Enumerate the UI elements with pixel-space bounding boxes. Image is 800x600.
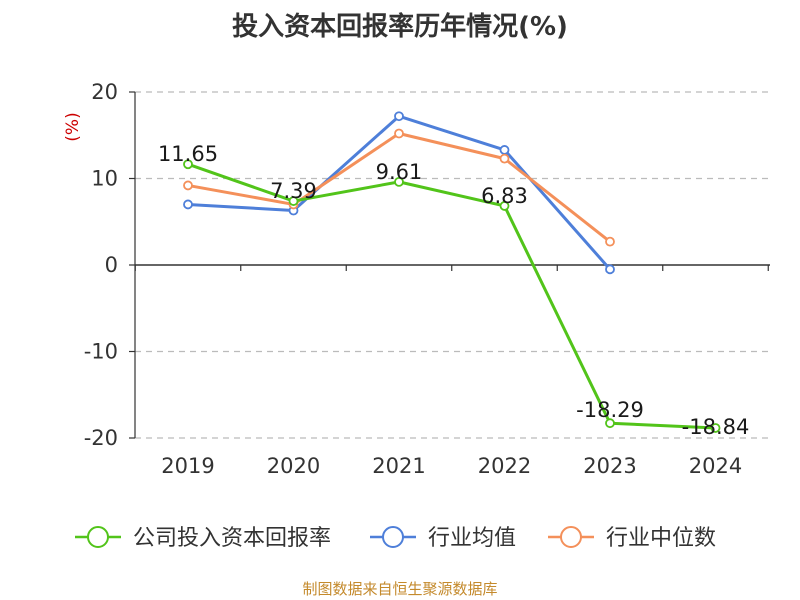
series-point xyxy=(710,423,721,433)
data-label: -18.29 xyxy=(576,398,644,422)
data-label: 7.39 xyxy=(270,179,317,203)
series-point xyxy=(499,201,510,211)
legend-label: 行业均值 xyxy=(428,526,516,551)
series-point xyxy=(394,111,404,122)
legend-marker xyxy=(87,526,109,548)
x-tick-label: 2020 xyxy=(267,454,320,478)
legend-marker xyxy=(560,526,582,548)
axes: 20 10 0 -10 -20 2019 2020 2021 2022 2023 2024 (%) xyxy=(63,80,770,478)
y-tick-label: -10 xyxy=(84,340,118,364)
x-tick-label: 2019 xyxy=(161,454,214,478)
grid-lines xyxy=(135,91,770,439)
legend: 公司投入资本回报率 行业均值 行业中位数 xyxy=(75,526,716,551)
series-point xyxy=(183,159,193,170)
series-point xyxy=(605,264,615,275)
data-label: 6.83 xyxy=(481,184,528,208)
series-line xyxy=(187,162,716,430)
series-point xyxy=(605,236,615,247)
series-point xyxy=(499,153,510,164)
series-lines xyxy=(187,114,716,430)
legend-label: 公司投入资本回报率 xyxy=(133,526,331,551)
series-point xyxy=(288,196,299,206)
series-point xyxy=(499,145,510,155)
y-axis-unit-label: (%) xyxy=(63,112,83,141)
x-tick-label: 2022 xyxy=(478,454,531,478)
y-tick-label: 10 xyxy=(91,167,118,191)
series-point xyxy=(394,176,404,187)
data-label: 9.61 xyxy=(376,160,423,184)
x-tick-label: 2021 xyxy=(372,454,425,478)
chart-title: 投入资本回报率历年情况(%) xyxy=(232,12,568,42)
data-label: -18.84 xyxy=(682,415,750,439)
data-label: 11.65 xyxy=(158,142,218,166)
series-point xyxy=(183,199,193,210)
series-points xyxy=(183,111,721,433)
legend-marker xyxy=(382,526,404,548)
series-point xyxy=(605,418,615,429)
y-tick-label: -20 xyxy=(84,426,118,450)
series-point xyxy=(394,128,404,139)
y-tick-label: 20 xyxy=(91,80,118,104)
data-labels: 11.65 7.39 9.61 6.83 -18.29 -18.84 xyxy=(158,142,749,439)
source-note: 制图数据来自恒生聚源数据库 xyxy=(302,580,498,598)
x-tick-label: 2023 xyxy=(583,454,636,478)
series-point xyxy=(183,180,193,191)
legend-label: 行业中位数 xyxy=(606,526,716,551)
x-tick-label: 2024 xyxy=(689,454,742,478)
y-tick-label: 0 xyxy=(105,253,118,277)
